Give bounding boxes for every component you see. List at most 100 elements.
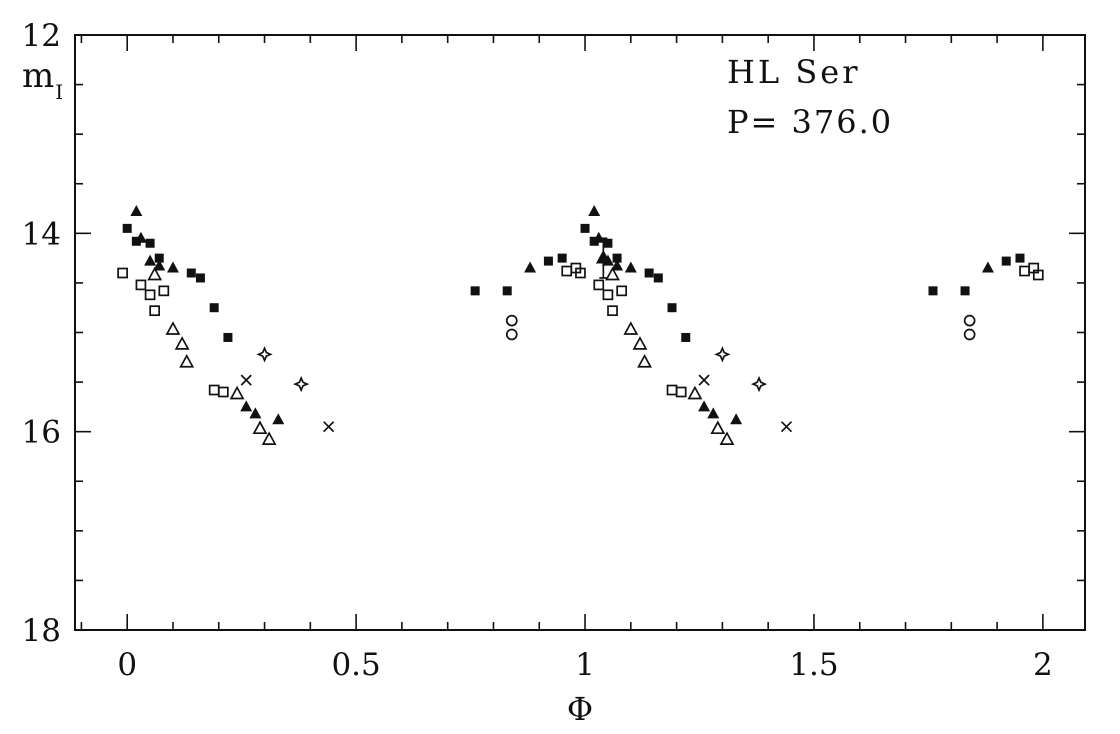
marker-filled-square: [612, 253, 622, 263]
series-filled-square: [122, 223, 1025, 342]
marker-open-square: [593, 279, 605, 291]
marker-open-triangle: [632, 336, 648, 350]
marker-open-triangle: [165, 321, 181, 335]
marker-filled-square: [1001, 256, 1011, 266]
marker-cross: [240, 374, 252, 386]
marker-open-square: [616, 285, 628, 297]
marker-filled-square: [681, 332, 691, 342]
marker-filled-square: [543, 256, 553, 266]
marker-open-circle: [505, 314, 518, 327]
marker-cross: [698, 374, 710, 386]
marker-filled-square: [603, 238, 613, 248]
marker-filled-square: [470, 286, 480, 296]
series-cross: [240, 374, 793, 433]
marker-cross: [780, 421, 793, 433]
marker-filled-square: [928, 286, 938, 296]
marker-filled-triangle: [698, 400, 711, 412]
marker-filled-triangle: [130, 205, 143, 217]
star-name-label: HL Ser: [727, 53, 861, 91]
marker-filled-square: [145, 238, 155, 248]
y-axis-label-subscript: I: [55, 79, 64, 104]
marker-open-circle: [505, 328, 518, 341]
marker-open-square: [561, 265, 573, 277]
marker-filled-triangle: [611, 259, 624, 271]
marker-open-triangle: [147, 266, 163, 281]
marker-filled-square: [502, 286, 512, 296]
marker-cross: [323, 421, 335, 433]
marker-four-star: [256, 346, 273, 363]
marker-open-square: [217, 386, 229, 398]
marker-filled-square: [557, 253, 567, 263]
marker-filled-square: [186, 268, 196, 278]
marker-open-square: [144, 289, 156, 301]
marker-filled-square: [580, 223, 590, 233]
marker-filled-triangle: [624, 261, 637, 273]
marker-filled-triangle: [707, 407, 720, 419]
series-open-triangle: [147, 266, 735, 445]
marker-open-triangle: [710, 420, 726, 435]
marker-open-circle: [963, 314, 976, 327]
marker-filled-triangle: [166, 261, 179, 273]
marker-open-triangle: [637, 353, 652, 368]
marker-open-square: [666, 384, 678, 396]
marker-open-square: [602, 289, 614, 301]
marker-open-square: [135, 279, 147, 291]
x-tick-label: 0: [117, 647, 137, 683]
marker-open-triangle: [623, 321, 639, 335]
period-label: P= 376.0: [727, 103, 894, 141]
marker-filled-triangle: [981, 261, 994, 273]
marker-filled-square: [1015, 253, 1025, 263]
y-tick-label: 14: [22, 216, 61, 252]
marker-filled-square: [960, 286, 970, 296]
marker-filled-triangle: [240, 400, 253, 412]
marker-open-triangle: [719, 431, 735, 445]
marker-open-square: [158, 285, 170, 297]
marker-filled-square: [223, 332, 233, 342]
marker-filled-square: [154, 253, 164, 263]
x-tick-label: 1.5: [789, 647, 838, 683]
y-axis-label-main: m: [22, 56, 55, 96]
marker-filled-triangle: [524, 261, 537, 273]
marker-filled-square: [209, 303, 219, 313]
y-tick-label: 18: [22, 613, 61, 649]
series-open-square: [117, 262, 1044, 398]
marker-filled-triangle: [134, 231, 147, 243]
marker-filled-square: [644, 268, 654, 278]
marker-open-square: [1019, 265, 1030, 277]
marker-open-triangle: [174, 336, 190, 350]
marker-filled-triangle: [144, 254, 157, 266]
marker-open-square: [117, 267, 128, 279]
marker-open-triangle: [252, 420, 268, 435]
y-tick-label: 16: [22, 415, 61, 451]
x-axis-label: Φ: [566, 690, 594, 728]
marker-filled-triangle: [730, 413, 743, 425]
marker-open-square: [675, 386, 687, 398]
series-four-point-star: [256, 346, 768, 393]
marker-filled-triangle: [592, 231, 605, 243]
marker-open-square: [1032, 269, 1044, 281]
marker-open-triangle: [261, 431, 277, 445]
plot-frame: [74, 34, 1086, 631]
marker-filled-square: [653, 273, 663, 283]
y-tick-label: 12: [22, 18, 61, 54]
marker-open-triangle: [687, 385, 703, 400]
series-open-circle: [505, 314, 976, 341]
x-tick-label: 1: [575, 647, 595, 683]
x-tick-label: 2: [1033, 647, 1053, 683]
marker-four-star: [750, 375, 768, 393]
marker-open-square: [575, 267, 586, 279]
error-bar: [595, 237, 611, 279]
marker-open-triangle: [229, 385, 245, 400]
marker-filled-triangle: [588, 205, 601, 217]
marker-filled-triangle: [272, 413, 285, 425]
marker-open-square: [149, 305, 161, 317]
marker-filled-triangle: [595, 249, 611, 264]
marker-open-circle: [963, 328, 976, 341]
marker-filled-square: [122, 223, 132, 233]
marker-four-star: [293, 375, 310, 393]
marker-filled-triangle: [153, 259, 166, 271]
axis-ticks: [75, 35, 1085, 630]
marker-open-square: [607, 305, 618, 317]
